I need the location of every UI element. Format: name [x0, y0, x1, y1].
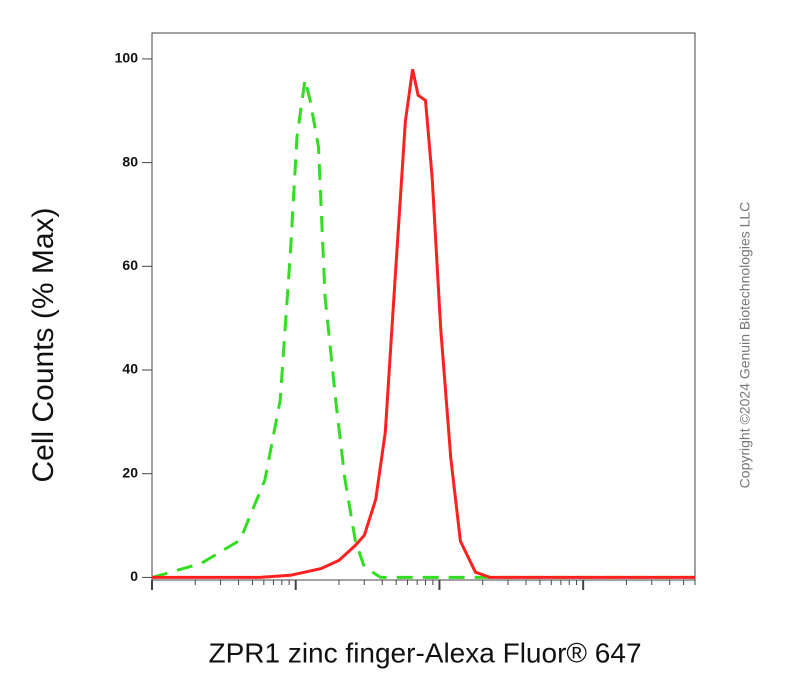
y-tick-label: 40 [122, 361, 138, 377]
x-axis-label: ZPR1 zinc finger-Alexa Fluor® 647 [208, 637, 641, 668]
y-tick-label: 0 [130, 568, 138, 584]
y-axis-label: Cell Counts (% Max) [27, 207, 60, 482]
y-tick-label: 100 [115, 50, 139, 66]
y-tick-label: 80 [122, 153, 138, 169]
histogram-line [151, 79, 695, 579]
histogram-line [152, 68, 695, 579]
plot-frame [151, 32, 696, 581]
y-tick-label: 20 [122, 464, 138, 480]
copyright: Copyright ©2024 Genuin Biotechnologies L… [737, 202, 753, 489]
y-tick-label: 60 [122, 257, 138, 273]
